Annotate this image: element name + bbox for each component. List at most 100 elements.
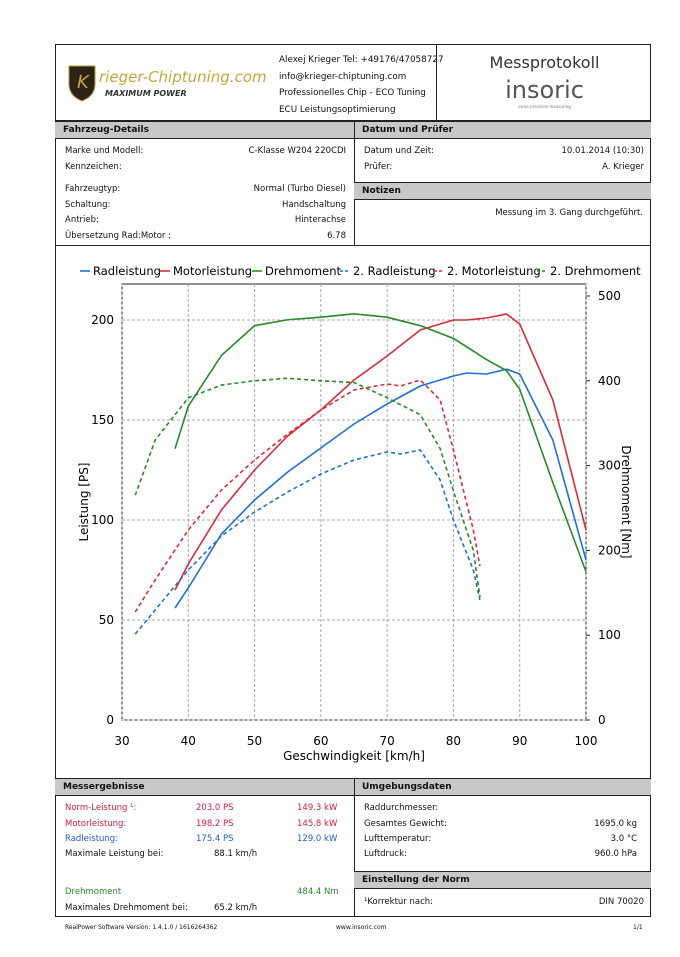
page-number: 1/1 (633, 924, 643, 931)
wheel-power-ps: 175.4 PS (196, 834, 234, 844)
y2-axis-label: Drehmoment [Nm] (619, 445, 633, 558)
vehicle-field-value: Hinterachse (294, 215, 346, 225)
vehicle-field-label: Antrieb: (65, 215, 99, 225)
y-axis-label: Leistung [PS] (77, 462, 91, 541)
vehicle-field-label: Marke und Modell: (65, 146, 144, 156)
plot-area (121, 283, 587, 721)
legend-entry: Drehmoment (265, 264, 341, 278)
x-tick-label: 60 (313, 734, 328, 748)
y2-tick-label: 100 (598, 628, 621, 642)
section-norm: Einstellung der Norm (354, 871, 651, 889)
legend-entry: 2. Radleistung (353, 264, 436, 278)
series-line-radleistung (174, 368, 587, 609)
torque-value: 484.4 Nm (297, 887, 339, 897)
contact-email: info@krieger-chiptuning.com (279, 71, 407, 82)
x-tick-label: 80 (446, 734, 461, 748)
norm-power-kw: 149.3 kW (297, 803, 338, 813)
vehicle-field-label: Fahrzeugtyp: (65, 184, 121, 194)
env-field-label: Lufttemperatur: (364, 834, 432, 844)
section-notes: Notizen (354, 182, 651, 200)
power-chart: 30 40 50 60 70 80 90 10005010015020001002003004… (77, 264, 641, 763)
y2-tick-label: 400 (598, 374, 621, 388)
svg-text:rieger-Chiptuning.com: rieger-Chiptuning.com (99, 68, 267, 86)
torque-label: Drehmoment (65, 887, 122, 897)
wheel-power-kw: 129.0 kW (297, 834, 338, 844)
x-tick-label: 50 (247, 734, 262, 748)
x-tick-label: 30 (114, 734, 129, 748)
date-field-label: Datum und Zeit: (364, 146, 434, 156)
contact-info: Alexej Krieger Tel: +49176/47058727 info… (279, 52, 444, 118)
vehicle-field-value: Handschaltung (282, 200, 346, 210)
contact-line: ECU Leistungsoptimierung (279, 104, 396, 115)
series-line-motorleistung (174, 313, 587, 591)
norm-power-label: Norm-Leistung ¹: (65, 803, 137, 813)
contact-phone: Alexej Krieger Tel: +49176/47058727 (279, 55, 444, 65)
y2-tick-label: 0 (598, 713, 606, 727)
section-vehicle-details: Fahrzeug-Details (55, 121, 354, 139)
divider (55, 245, 651, 246)
y2-tick-label: 200 (598, 543, 621, 557)
engine-power-ps: 198.2 PS (196, 819, 234, 829)
max-power-speed: 88.1 km/h (214, 849, 258, 859)
legend-entry: 2. Drehmoment (550, 264, 641, 278)
max-torque-speed: 65.2 km/h (214, 903, 258, 913)
x-tick-label: 40 (181, 734, 196, 748)
env-field-value: 3.0 °C (610, 834, 637, 844)
env-field-value: 960.0 hPa (594, 849, 637, 859)
engine-power-kw: 145.8 kW (297, 819, 338, 829)
svg-text:K: K (77, 72, 90, 93)
report-title-box: Messprotokoll insoric swiss precision me… (436, 44, 652, 120)
date-field-value: 10.01.2014 (10:30) (561, 146, 645, 156)
y-tick-label: 200 (91, 313, 114, 327)
software-version: RealPower Software Version: 1.4.1.0 / 16… (65, 924, 218, 931)
section-environment: Umgebungsdaten (354, 778, 651, 796)
date-field-value: A. Krieger (602, 162, 644, 172)
insoric-logo: insoric (437, 76, 652, 104)
max-torque-label: Maximales Drehmoment bei: (65, 903, 188, 913)
section-date-examiner: Datum und Prüfer (354, 121, 651, 139)
report-title: Messprotokoll (489, 53, 600, 72)
wheel-power-label: Radleistung: (65, 834, 119, 844)
vehicle-field-label: Übersetzung Rad:Motor : (65, 231, 171, 241)
engine-power-label: Motorleistung: (65, 819, 127, 829)
env-field-label: Raddurchmesser: (364, 803, 439, 813)
x-tick-label: 70 (380, 734, 395, 748)
website-link[interactable]: www.insoric.com (336, 924, 387, 931)
y-tick-label: 50 (99, 613, 114, 627)
date-field-label: Prüfer: (364, 162, 393, 172)
max-power-label: Maximale Leistung bei: (65, 849, 164, 859)
vehicle-field-label: Schaltung: (65, 200, 111, 210)
series-line-2-radleistung (134, 449, 481, 635)
section-results: Messergebnisse (55, 778, 354, 796)
legend-entry: 2. Motorleistung (447, 264, 541, 278)
vehicle-field-label: Kennzeichen: (65, 162, 122, 172)
page-frame (55, 44, 651, 917)
vehicle-field-value: C-Klasse W204 220CDI (248, 146, 346, 156)
y-tick-label: 100 (91, 513, 114, 527)
legend-entry: Radleistung (93, 264, 161, 278)
contact-line: Professionelles Chip - ECO Tuning (279, 88, 426, 98)
env-field-label: Gesamtes Gewicht: (364, 819, 447, 829)
svg-text:MAXIMUM POWER: MAXIMUM POWER (105, 89, 187, 98)
series-line-drehmoment (174, 313, 587, 572)
env-field-label: Luftdruck: (364, 849, 407, 859)
env-field-value: 1695.0 kg (594, 819, 637, 829)
brand-tagline: swiss precision measuring (518, 104, 571, 109)
norm-value: DIN 70020 (598, 897, 644, 907)
x-tick-label: 90 (512, 734, 527, 748)
y-tick-label: 0 (106, 713, 114, 727)
y2-tick-label: 300 (598, 459, 621, 473)
vehicle-field-value: Normal (Turbo Diesel) (253, 184, 346, 194)
vehicle-field-value: 6.78 (327, 231, 346, 241)
y-tick-label: 150 (91, 413, 114, 427)
y2-tick-label: 500 (598, 289, 621, 303)
notes-text: Messung im 3. Gang durchgeführt. (495, 208, 643, 218)
norm-label: ¹Korrektur nach: (364, 897, 434, 907)
brand-name: insoric (505, 76, 584, 104)
legend-entry: Motorleistung (173, 264, 252, 278)
x-axis-label: Geschwindigkeit [km/h] (283, 749, 425, 763)
norm-power-ps: 203.0 PS (196, 803, 234, 813)
